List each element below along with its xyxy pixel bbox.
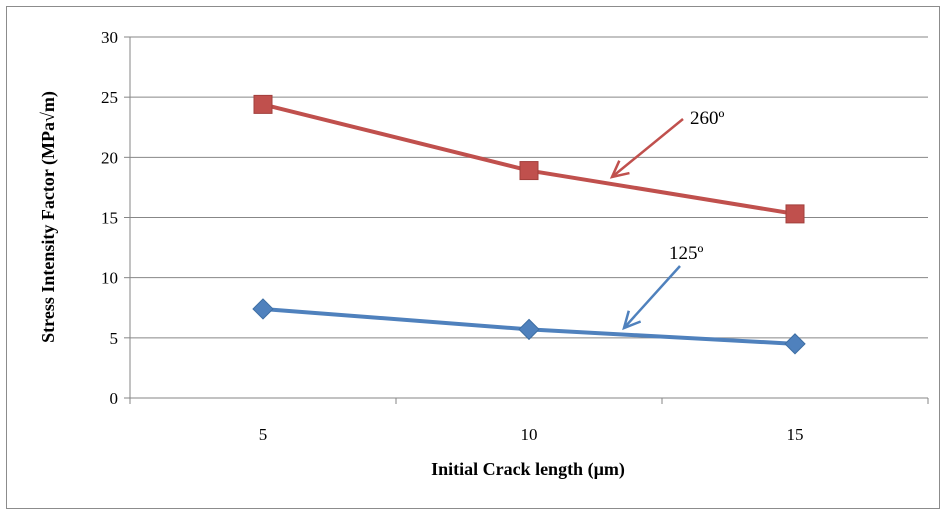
data-point-square <box>785 204 805 224</box>
y-tick-label: 20 <box>101 148 118 167</box>
y-tick-label: 10 <box>101 269 118 288</box>
data-point-square <box>519 161 539 181</box>
annotation-arrow-line <box>623 265 681 329</box>
data-point-diamond <box>784 333 806 355</box>
y-tick-label: 0 <box>110 389 119 408</box>
annotation-label: 260º <box>690 108 725 129</box>
annotation-arrowhead <box>622 310 642 331</box>
x-tick-label: 15 <box>787 425 804 444</box>
data-point-diamond <box>518 318 540 341</box>
annotation-arrow-line <box>611 118 684 178</box>
x-tick-label: 5 <box>259 425 268 444</box>
y-axis-title: Stress Intensity Factor (MPa√m) <box>38 91 59 343</box>
x-tick-label: 10 <box>521 425 538 444</box>
data-point-diamond <box>252 298 274 320</box>
y-tick-label: 25 <box>101 88 118 107</box>
annotation-arrowhead <box>609 160 630 179</box>
x-axis-title: Initial Crack length (µm) <box>431 459 625 480</box>
y-tick-label: 30 <box>101 28 118 47</box>
annotation-label: 125º <box>669 243 704 264</box>
chart-frame <box>6 6 940 509</box>
data-point-square <box>253 94 273 114</box>
y-tick-label: 15 <box>101 209 118 228</box>
y-tick-label: 5 <box>110 329 119 348</box>
